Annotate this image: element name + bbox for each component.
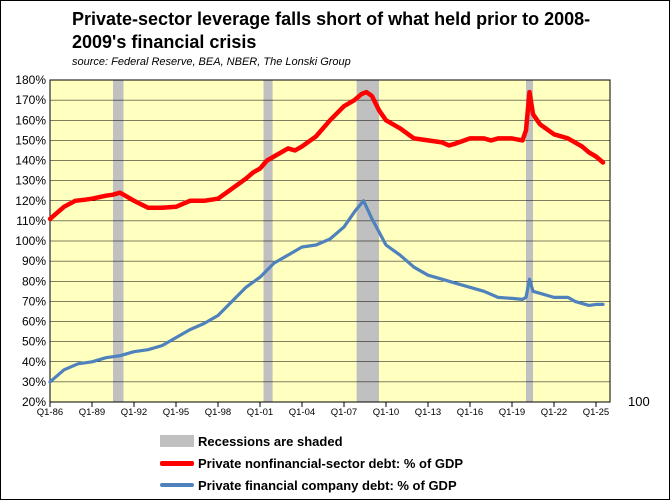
plot-border (49, 79, 611, 403)
legend: Recessions are shaded Private nonfinanci… (160, 430, 463, 496)
y-tick-label-10: 120% (15, 194, 46, 208)
x-tick-label-10: Q1-16 (457, 407, 483, 418)
x-tick-label-12: Q1-22 (541, 407, 567, 418)
legend-item-nonfinancial: Private nonfinancial-sector debt: % of G… (160, 452, 463, 474)
x-tick-label-5: Q1-01 (247, 407, 273, 418)
y-tick-label-0: 20% (22, 395, 46, 409)
y-tick-label-2: 40% (22, 355, 46, 369)
x-tick-label-7: Q1-07 (331, 407, 357, 418)
legend-item-financial: Private financial company debt: % of GDP (160, 474, 463, 496)
y-tick-label-7: 90% (22, 254, 46, 268)
x-tick-label-2: Q1-92 (121, 407, 147, 418)
legend-swatch-nonfinancial (160, 460, 194, 466)
y-tick-label-6: 80% (22, 274, 46, 288)
series-line-financial (48, 199, 605, 384)
x-tick-label-8: Q1-10 (373, 407, 399, 418)
right-axis-label: 100 (628, 394, 650, 409)
x-tick-label-0: Q1-86 (37, 407, 63, 418)
legend-item-recessions: Recessions are shaded (160, 430, 463, 452)
chart-subtitle: source: Federal Reserve, BEA, NBER, The … (72, 56, 351, 68)
series-line-nonfinancial (47, 89, 606, 222)
x-tick-label-6: Q1-04 (289, 407, 315, 418)
y-tick-label-16: 180% (15, 73, 46, 87)
x-tick-label-1: Q1-89 (79, 407, 105, 418)
y-tick-label-12: 140% (15, 154, 46, 168)
legend-label-financial: Private financial company debt: % of GDP (198, 477, 457, 493)
x-tick-label-3: Q1-95 (163, 407, 189, 418)
y-tick-label-5: 70% (22, 294, 46, 308)
y-tick-label-11: 130% (15, 174, 46, 188)
y-tick-label-14: 160% (15, 113, 46, 127)
y-tick-label-8: 100% (15, 234, 46, 248)
y-tick-label-1: 30% (22, 375, 46, 389)
legend-swatch-financial (160, 483, 194, 487)
x-tick-label-11: Q1-19 (499, 407, 525, 418)
y-tick-label-4: 60% (22, 315, 46, 329)
x-tick-label-9: Q1-13 (415, 407, 441, 418)
y-tick-label-9: 110% (16, 214, 46, 228)
y-tick-label-15: 170% (15, 93, 46, 107)
chart-title: Private-sector leverage falls short of w… (72, 9, 591, 52)
y-tick-label-3: 50% (22, 335, 46, 349)
x-tick-label-13: Q1-25 (583, 407, 609, 418)
legend-label-recessions: Recessions are shaded (198, 433, 343, 449)
legend-label-nonfinancial: Private nonfinancial-sector debt: % of G… (198, 455, 464, 471)
legend-swatch-recessions (160, 435, 194, 447)
x-tick-label-4: Q1-98 (205, 407, 231, 418)
y-tick-label-13: 150% (15, 133, 46, 147)
